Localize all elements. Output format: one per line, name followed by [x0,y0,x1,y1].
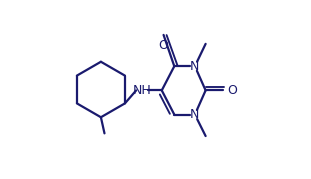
Text: N: N [190,108,200,121]
Text: O: O [159,39,169,52]
Text: NH: NH [133,84,151,97]
Text: O: O [227,84,237,97]
Text: N: N [190,60,200,73]
